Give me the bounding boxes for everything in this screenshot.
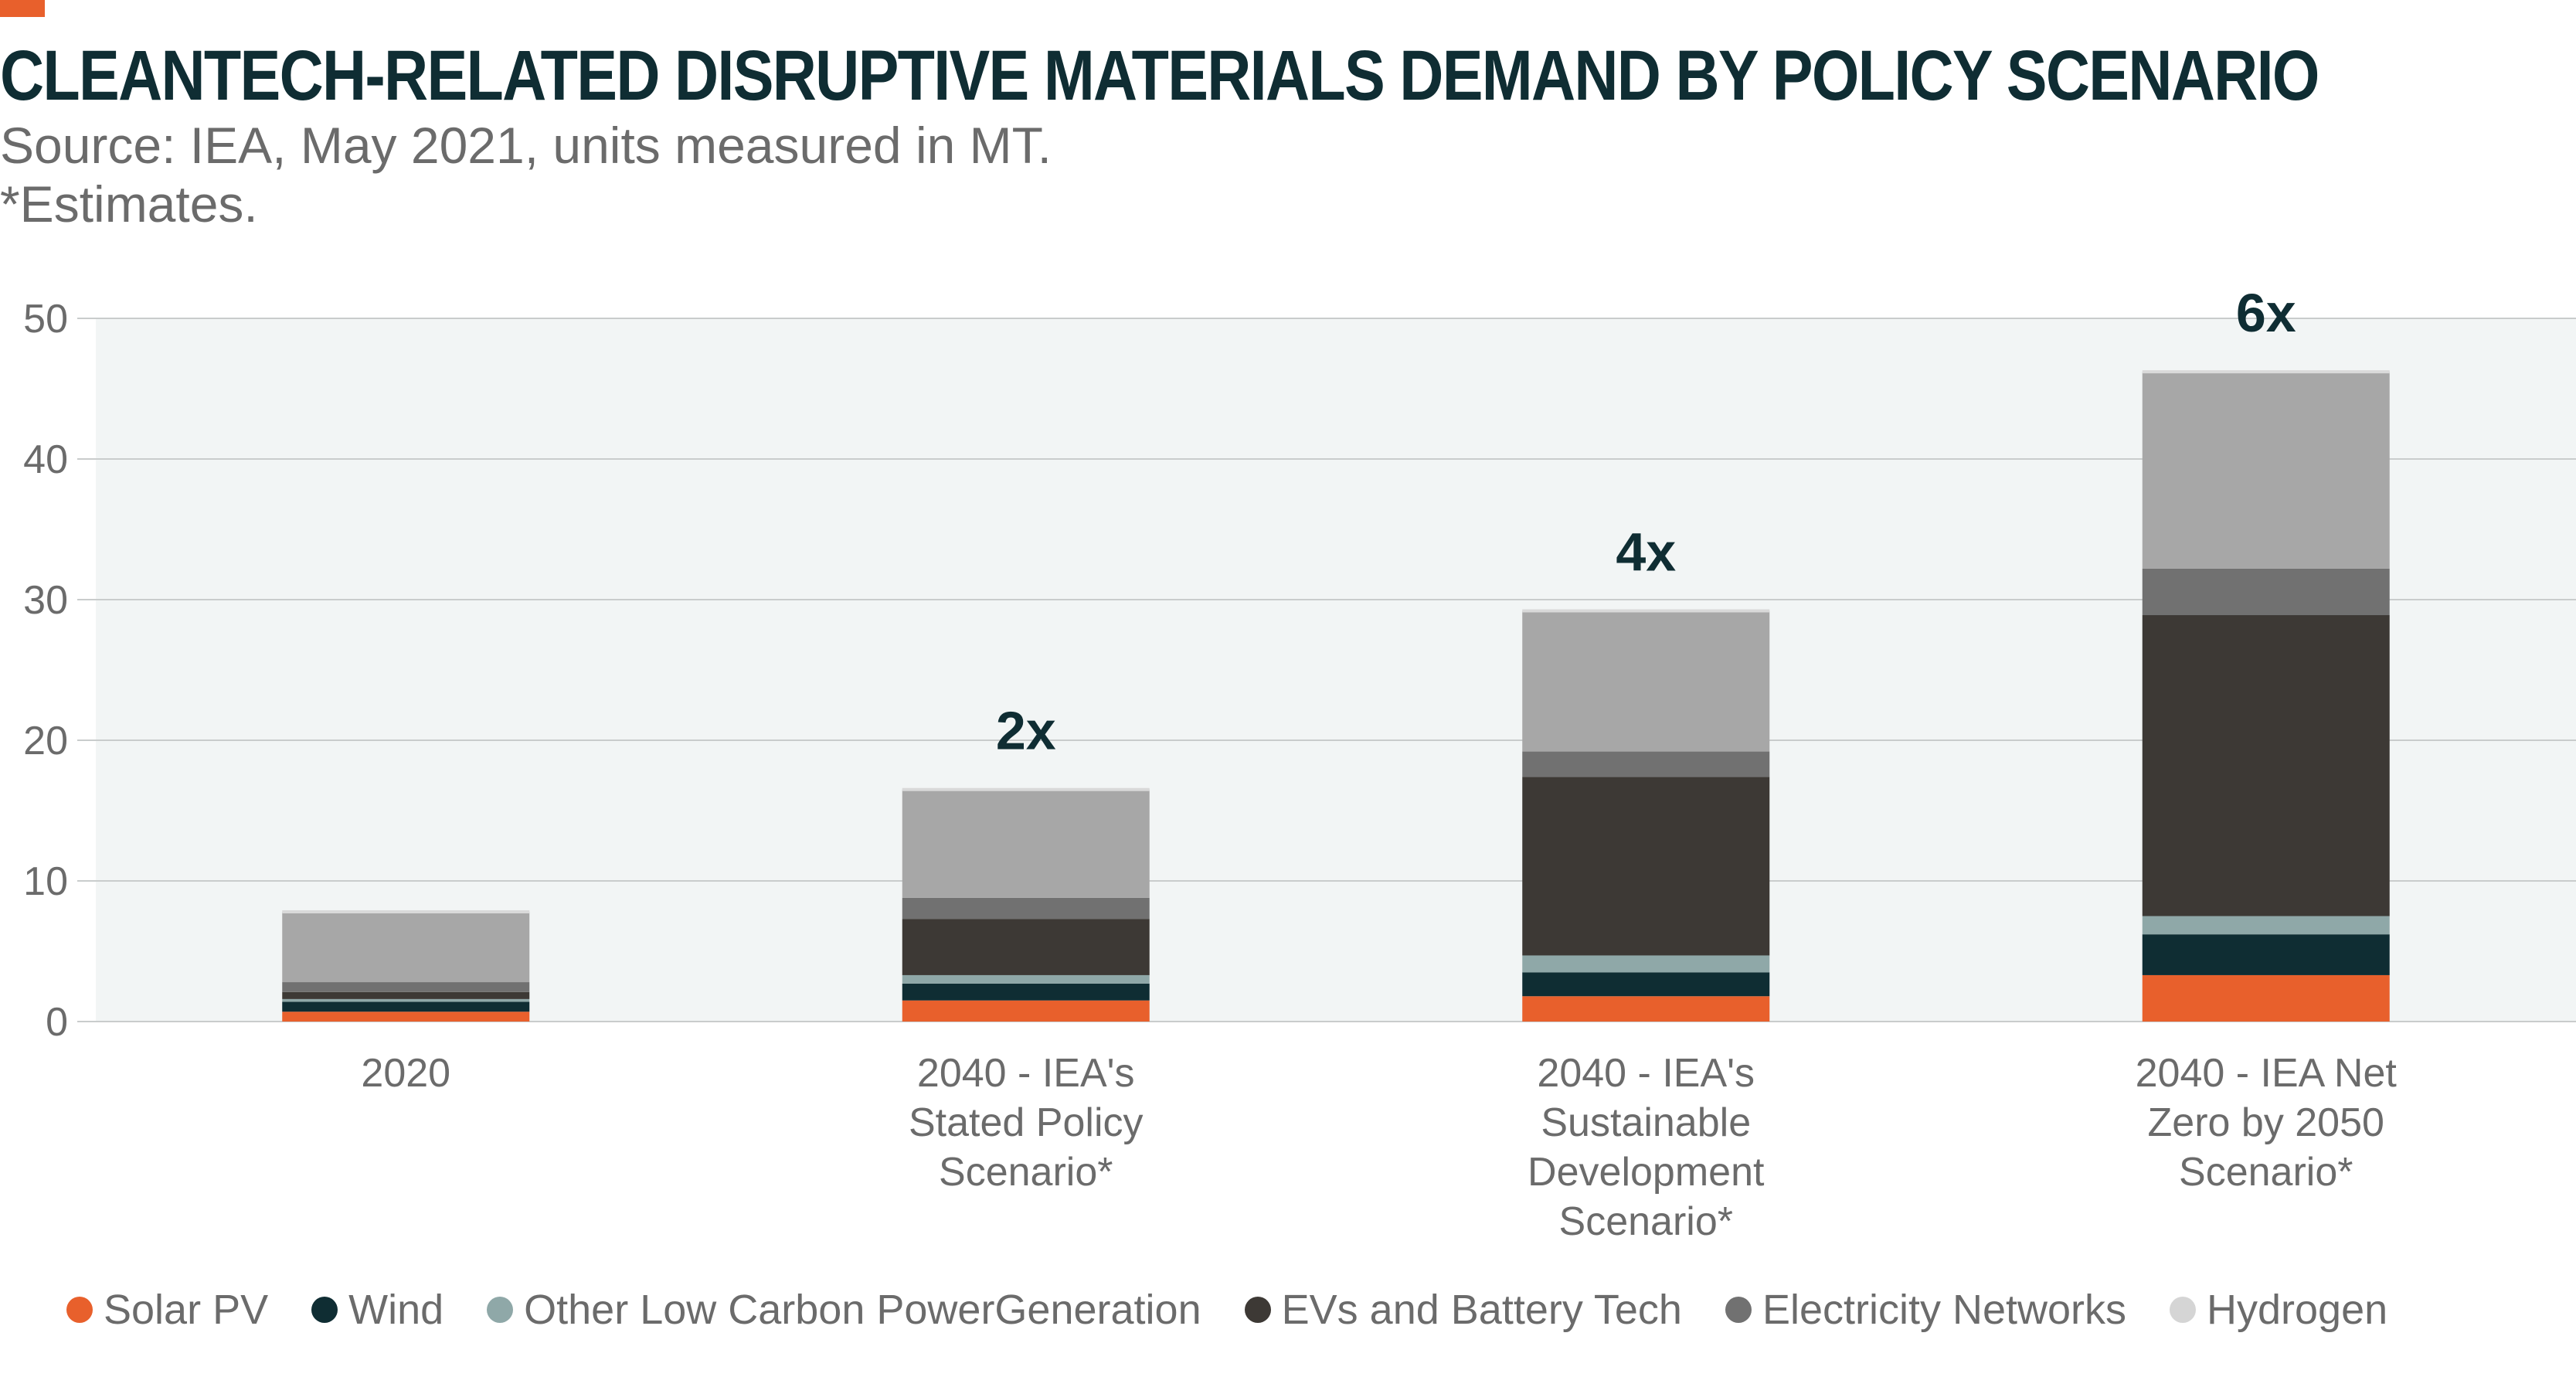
legend-label: EVs and Battery Tech <box>1281 1287 1682 1333</box>
x-tick-label-line: 2040 - IEA Net <box>2136 1051 2398 1096</box>
legend-label: Electricity Networks <box>1762 1287 2127 1333</box>
bar-segment-hydrogen <box>902 789 1150 898</box>
chart-legend: Solar PV Wind Other Low Carbon PowerGenera… <box>66 1286 2387 1334</box>
bar-segment-evs-and-battery-tech <box>1522 777 1770 956</box>
estimates-note: *Estimates. <box>0 175 258 233</box>
bar-segment-solar-pv <box>282 1012 530 1022</box>
y-tick-label: 10 <box>23 859 68 904</box>
bar-segment-electricity-networks <box>2142 568 2390 616</box>
x-tick-label: 2040 - IEA's Sustainable Development Scenar… <box>1528 1051 1765 1244</box>
legend-label: Other Low Carbon PowerGeneration <box>524 1287 1201 1333</box>
legend-item-evs-and-battery-tech: EVs and Battery Tech <box>1244 1286 1682 1334</box>
legend-item-other-low-carbon-powergeneration: Other Low Carbon PowerGeneration <box>487 1286 1201 1334</box>
bar-segment-evs-and-battery-tech <box>2142 615 2390 916</box>
y-tick-label: 30 <box>23 578 68 623</box>
accent-bar <box>0 0 45 17</box>
x-tick-label-line: Development <box>1528 1150 1765 1195</box>
x-tick-label-line: Scenario* <box>2179 1150 2353 1195</box>
bar-segment-electricity-networks <box>1522 751 1770 777</box>
bar-segment-wind <box>282 1001 530 1012</box>
legend-item-solar-pv: Solar PV <box>66 1286 268 1334</box>
x-tick-label: 2040 - IEA's Stated Policy Scenario* <box>909 1051 1144 1195</box>
bar-segment-evs-and-battery-tech <box>282 991 530 999</box>
x-tick-label-line: Scenario* <box>939 1150 1113 1195</box>
x-tick-label: 2020 <box>361 1051 450 1096</box>
y-tick-label: 50 <box>23 297 68 342</box>
y-tick-label: 0 <box>46 1000 68 1045</box>
y-tick-label: 20 <box>23 719 68 763</box>
x-tick-label-line: 2040 - IEA's <box>917 1051 1135 1096</box>
bar-segment-hydrogen <box>282 912 530 983</box>
x-tick-label: 2040 - IEA Net Zero by 2050 Scenario* <box>2136 1051 2398 1195</box>
legend-item-wind: Wind <box>311 1286 443 1334</box>
multiplier-label: 4x <box>1616 522 1676 583</box>
x-tick-label-line: Stated Policy <box>909 1100 1144 1145</box>
legend-swatch <box>311 1297 338 1323</box>
legend-label: Hydrogen <box>2207 1287 2388 1333</box>
chart-title: CLEANTECH-RELATED DISRUPTIVE MATERIALS D… <box>0 36 2319 115</box>
x-tick-label-line: Scenario* <box>1559 1199 1733 1244</box>
legend-item-hydrogen: Hydrogen <box>2170 1286 2387 1334</box>
bar-segment-wind <box>1522 972 1770 997</box>
legend-swatch <box>66 1297 93 1323</box>
chart-subtitle: Source: IEA, May 2021, units measured in… <box>0 116 1052 233</box>
legend-label: Solar PV <box>104 1287 269 1333</box>
x-tick-label-line: 2040 - IEA's <box>1537 1051 1755 1096</box>
bar-segment-solar-pv <box>2142 974 2390 1022</box>
bar-segment-solar-pv <box>1522 996 1770 1022</box>
legend-swatch <box>1725 1297 1752 1323</box>
bar-segment-wind <box>902 983 1150 1001</box>
legend-swatch <box>2170 1297 2197 1323</box>
source-line: Source: IEA, May 2021, units measured in… <box>0 117 1052 174</box>
bar-segment-hydrogen <box>2142 372 2390 569</box>
legend-item-electricity-networks: Electricity Networks <box>1725 1286 2126 1334</box>
bar-segment-solar-pv <box>902 1000 1150 1022</box>
bar-segment-other-low-carbon-powergeneration <box>902 974 1150 984</box>
y-tick-label: 40 <box>23 437 68 482</box>
bar-segment-electricity-networks <box>282 982 530 992</box>
legend-swatch <box>487 1297 514 1323</box>
x-tick-label-line: 2020 <box>361 1051 450 1096</box>
x-tick-label-line: Zero by 2050 <box>2148 1100 2384 1145</box>
bar-segment-evs-and-battery-tech <box>902 919 1150 975</box>
bar-segment-electricity-networks <box>902 897 1150 920</box>
bar-segment-other-low-carbon-powergeneration <box>282 998 530 1002</box>
legend-swatch <box>1244 1297 1271 1323</box>
bar-segment-wind <box>2142 934 2390 975</box>
bar-segment-other-low-carbon-powergeneration <box>1522 955 1770 973</box>
bar-segment-other-low-carbon-powergeneration <box>2142 916 2390 935</box>
bar-segment-hydrogen <box>1522 610 1770 752</box>
multiplier-label: 6x <box>2236 283 2296 343</box>
legend-label: Wind <box>348 1287 444 1333</box>
multiplier-label: 2x <box>996 701 1056 761</box>
x-tick-label-line: Sustainable <box>1541 1100 1751 1145</box>
